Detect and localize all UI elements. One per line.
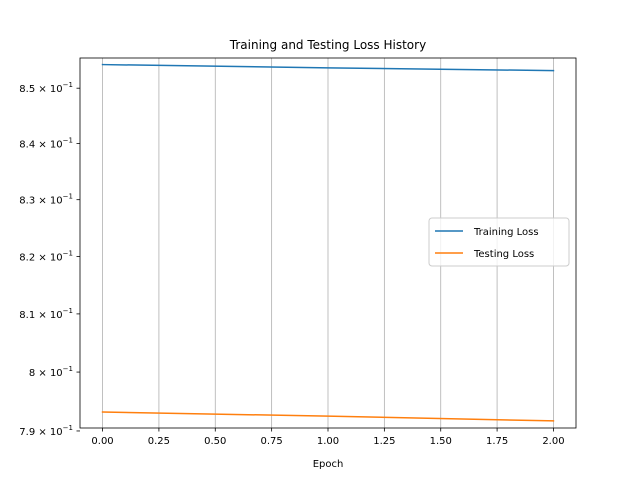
y-axis-ticks: 7.9 × 10−1 8 × 10−1 8.1 × 10−1 8.2 × 10−1 8.… — [19, 81, 80, 438]
x-tick-label: 1.25 — [373, 436, 395, 447]
y-tick-label: 8.2 × 10−1 — [19, 249, 73, 263]
y-tick-label: 8.4 × 10−1 — [19, 137, 73, 151]
x-tick-label: 1.50 — [430, 436, 452, 447]
series-lines — [101, 63, 555, 422]
x-tick-label: 0.25 — [148, 436, 170, 447]
x-tick-label: 1.75 — [486, 436, 508, 447]
x-axis-ticks: 0.00 0.25 0.50 0.75 1.00 1.25 1.50 1.75 2.00 — [91, 428, 565, 447]
x-tick-label: 0.50 — [204, 436, 226, 447]
legend-label-training: Training Loss — [473, 227, 539, 238]
grid — [102, 58, 554, 428]
x-tick-label: 2.00 — [542, 436, 564, 447]
x-tick-label: 0.00 — [91, 436, 113, 447]
legend-label-testing: Testing Loss — [473, 249, 534, 260]
legend-box — [428, 217, 570, 267]
x-axis-label: Epoch — [313, 459, 344, 470]
series-line-testing-loss — [101, 411, 555, 422]
y-tick-label: 8.5 × 10−1 — [19, 81, 73, 95]
chart-title: Training and Testing Loss History — [229, 38, 426, 52]
y-tick-label: 7.9 × 10−1 — [19, 424, 73, 438]
legend: Training Loss Testing Loss — [428, 217, 570, 267]
x-tick-label: 1.00 — [317, 436, 339, 447]
y-tick-label: 8.1 × 10−1 — [19, 307, 73, 321]
x-tick-label: 0.75 — [261, 436, 283, 447]
series-line-training-loss — [101, 63, 555, 72]
y-tick-label: 8 × 10−1 — [29, 365, 73, 379]
y-tick-label: 8.3 × 10−1 — [19, 193, 73, 207]
